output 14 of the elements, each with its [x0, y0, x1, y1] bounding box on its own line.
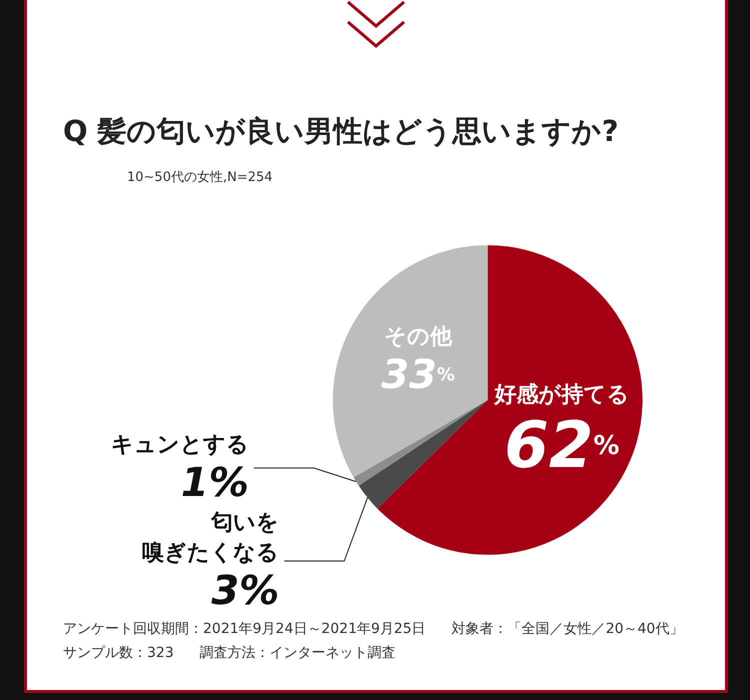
slice-label: その他: [384, 324, 454, 350]
text: サンプル数：323: [63, 644, 174, 662]
slice-label: 好感が持てる: [493, 382, 630, 408]
data-label: 62%: [504, 409, 620, 484]
data-label: 3%: [211, 568, 280, 614]
text: 対象者：「全国／女性／20～40代」: [452, 620, 684, 638]
text: アンケート回収期間：2021年9月24日～2021年9月25日: [63, 620, 426, 638]
text: 調査方法：インターネット調査: [200, 644, 396, 662]
data-label: 33%: [381, 352, 455, 398]
slice-label: 匂いを嗅ぎたくなる: [142, 510, 280, 566]
data-label: 1%: [180, 460, 249, 506]
slice-label: キュンとする: [110, 432, 249, 458]
chart-subtitle: 10~50代の女性,N=254: [127, 169, 273, 186]
chart-title: Q 髪の匂いが良い男性はどう思いますか?: [63, 113, 619, 150]
